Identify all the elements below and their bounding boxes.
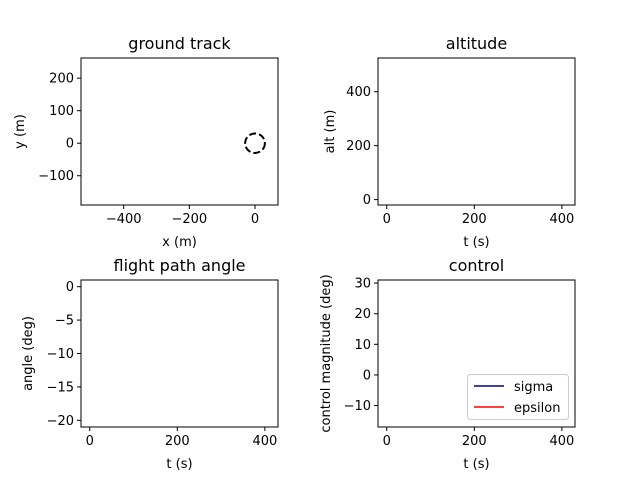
x-tick-label: 0 xyxy=(383,434,391,449)
x-tick-label: 0 xyxy=(383,212,391,227)
y-tick-label: 10 xyxy=(354,338,371,353)
plot-frame xyxy=(80,57,279,206)
legend-label-sigma: sigma xyxy=(514,380,553,395)
x-tick-label: 200 xyxy=(165,434,190,449)
x-tick-label: 400 xyxy=(252,434,277,449)
panel-control: control t (s) control magnitude (deg) si… xyxy=(319,256,576,472)
legend-label-epsilon: epsilon xyxy=(514,401,560,416)
y-tick-label: 0 xyxy=(66,137,74,152)
x-tick-label: 400 xyxy=(549,434,574,449)
y-axis-label: alt (m) xyxy=(323,110,338,154)
y-tick-label: −100 xyxy=(38,169,74,184)
x-axis-label: t (s) xyxy=(463,457,489,472)
x-tick-label: 0 xyxy=(86,434,94,449)
y-tick-label: 20 xyxy=(354,307,371,322)
y-tick-label: −10 xyxy=(47,347,74,362)
x-tick-label: −400 xyxy=(106,212,142,227)
panel-ground-track: ground track x (m) y (m) xyxy=(13,34,279,250)
x-tick-label: 400 xyxy=(549,212,574,227)
y-tick-label: −15 xyxy=(47,380,74,395)
x-axis-label: t (s) xyxy=(463,235,489,250)
legend: sigma epsilon xyxy=(467,374,569,420)
x-tick-label: 200 xyxy=(462,434,487,449)
y-tick-label: 0 xyxy=(66,280,74,295)
x-tick-label: 0 xyxy=(251,212,259,227)
panel-title: altitude xyxy=(446,34,507,53)
y-tick-label: −5 xyxy=(55,314,74,329)
y-tick-label: 100 xyxy=(49,104,74,119)
plot-frame xyxy=(377,279,576,428)
panel-title: control xyxy=(449,256,504,275)
y-tick-label: 200 xyxy=(49,72,74,87)
x-axis-label: t (s) xyxy=(166,457,192,472)
panel-title: ground track xyxy=(128,34,231,53)
x-axis-label: x (m) xyxy=(162,235,197,250)
y-tick-label: −20 xyxy=(47,414,74,429)
target-circle xyxy=(244,132,266,154)
panel-flight-path-angle: flight path angle t (s) angle (deg) xyxy=(21,256,279,472)
plot-frame xyxy=(377,57,576,206)
y-axis-label: control magnitude (deg) xyxy=(319,274,334,432)
y-axis-label: y (m) xyxy=(13,114,28,149)
panel-altitude: altitude t (s) alt (m) xyxy=(323,34,576,250)
y-tick-label: 400 xyxy=(346,85,371,100)
y-tick-label: 200 xyxy=(346,139,371,154)
y-tick-label: 30 xyxy=(354,277,371,292)
panel-title: flight path angle xyxy=(113,256,245,275)
y-tick-label: −10 xyxy=(344,399,371,414)
y-axis-label: angle (deg) xyxy=(21,316,36,391)
x-tick-label: −200 xyxy=(171,212,207,227)
y-tick-label: 0 xyxy=(363,368,371,383)
data-marks xyxy=(244,132,266,154)
x-tick-label: 200 xyxy=(462,212,487,227)
y-tick-label: 0 xyxy=(363,193,371,208)
